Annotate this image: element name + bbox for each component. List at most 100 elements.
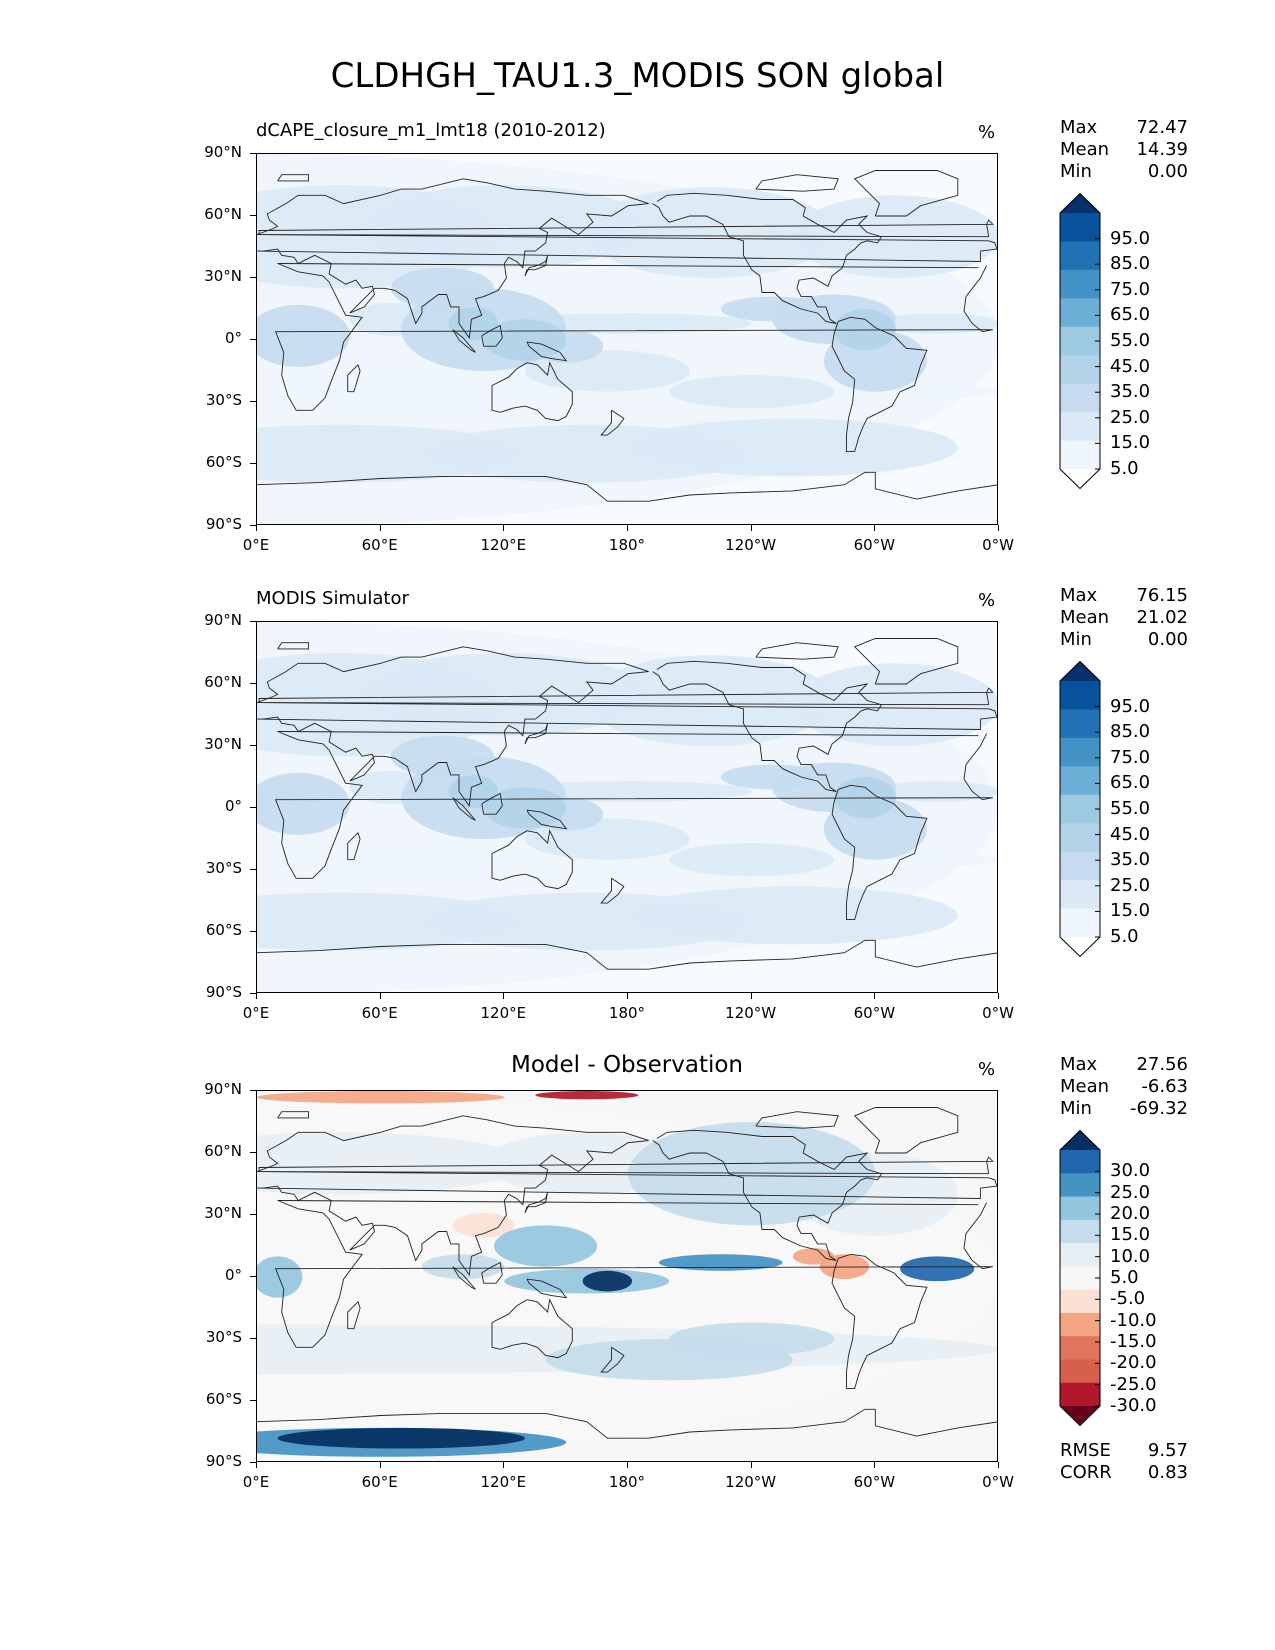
lat-tick-label: 60°N	[204, 205, 242, 223]
lat-tick	[250, 525, 256, 526]
lat-tick	[250, 993, 256, 994]
colorbar-segment	[1060, 298, 1100, 328]
colorbar-segment	[1060, 412, 1100, 442]
coastline	[257, 939, 997, 970]
contour-region	[658, 1254, 783, 1271]
stat-value: 0.83	[1147, 1462, 1188, 1483]
lon-tick-label: 0°E	[242, 1004, 270, 1022]
stat-label: Min	[1060, 1098, 1092, 1119]
panel-difference: Model - Observation% 90°N 60°N 30°N 0° 30°S 60…	[0, 1052, 1275, 1512]
coastline	[526, 1278, 568, 1299]
colorbar-segment	[1060, 1243, 1100, 1267]
contour-region	[586, 655, 835, 746]
colorbar-tick-label: 35.0	[1110, 849, 1151, 871]
lon-tick-label: 120°E	[480, 1004, 527, 1022]
lat-tick	[250, 807, 256, 808]
lat-tick	[250, 1276, 256, 1277]
contour-region	[586, 187, 835, 278]
stat-row: Max 76.15	[1060, 585, 1188, 607]
lat-tick	[250, 277, 256, 278]
coastline	[831, 1253, 928, 1390]
contour-region	[504, 781, 752, 802]
stat-label: Mean	[1060, 607, 1110, 628]
lat-tick	[250, 1090, 256, 1091]
stat-value: 14.39	[1136, 139, 1188, 160]
coastline	[452, 1266, 476, 1290]
colorbar-extend-max	[1060, 193, 1100, 213]
lat-tick-label: 90°N	[204, 1080, 242, 1098]
colorbar-segment	[1060, 681, 1100, 710]
contour-region	[669, 843, 835, 877]
stat-value: 72.47	[1136, 117, 1188, 138]
coastline	[526, 341, 568, 362]
contour-region	[421, 892, 752, 951]
coastline	[652, 192, 883, 324]
lat-tick	[250, 339, 256, 340]
coastline	[258, 219, 994, 238]
lon-tick	[750, 1462, 752, 1468]
lat-tick-label: 30°N	[204, 735, 242, 753]
lat-tick	[250, 745, 256, 746]
lon-tick-label: 120°W	[725, 1004, 777, 1022]
stat-row: Mean -6.63	[1060, 1076, 1188, 1098]
colorbar-segment	[1060, 1336, 1100, 1360]
coastline	[347, 363, 361, 393]
coastline	[481, 1261, 503, 1284]
lon-tick	[503, 525, 505, 531]
lon-tick	[750, 993, 752, 999]
lon-tick-label: 60°E	[361, 1004, 398, 1022]
coastline	[274, 731, 993, 879]
panel-title: Model - Observation	[510, 1052, 744, 1078]
lat-tick	[250, 1462, 256, 1463]
colorbar-tick-label: 65.0	[1110, 772, 1151, 794]
colorbar-segment	[1060, 269, 1100, 299]
contour-region	[421, 424, 752, 483]
colorbar-tick-label: -25.0	[1110, 1373, 1157, 1395]
colorbar-extend-max	[1060, 1130, 1100, 1150]
coastline	[853, 170, 959, 217]
colorbar-extend-max	[1060, 661, 1100, 681]
coastline	[491, 829, 573, 890]
lon-tick	[256, 525, 257, 531]
lon-tick-label: 180°	[608, 536, 646, 554]
colorbar	[1059, 193, 1101, 489]
colorbar-segment	[1060, 355, 1100, 385]
coastline	[274, 1200, 993, 1348]
contour-region	[483, 787, 567, 829]
coastline	[652, 660, 883, 792]
lon-tick-label: 180°	[608, 1473, 646, 1491]
panel-title: MODIS Simulator	[256, 588, 409, 609]
coastline	[257, 646, 997, 808]
colorbar-tick-label: 20.0	[1110, 1203, 1151, 1224]
lon-tick	[627, 525, 628, 531]
lon-tick-label: 180°	[608, 1004, 646, 1022]
lat-tick-label: 30°S	[205, 859, 242, 877]
coastline	[452, 329, 476, 353]
lat-tick-label: 90°S	[205, 1452, 242, 1470]
lat-tick-label: 0°	[224, 329, 242, 347]
colorbar-tick-label: 5.0	[1110, 926, 1139, 947]
colorbar-extend-min	[1060, 937, 1100, 957]
contour-region	[448, 306, 499, 340]
lat-tick-label: 90°N	[204, 611, 242, 629]
stat-row: Max 72.47	[1060, 117, 1188, 139]
colorbar-segment	[1060, 326, 1100, 356]
lon-tick	[874, 1462, 876, 1468]
lon-tick-label: 120°W	[725, 1473, 777, 1491]
coastline	[481, 324, 503, 347]
coastline	[481, 792, 503, 815]
lat-tick-label: 30°S	[205, 391, 242, 409]
stat-row: Mean 21.02	[1060, 607, 1188, 629]
contour-region	[448, 774, 499, 808]
lon-tick	[627, 1462, 628, 1468]
stats-block: Max 27.56 Mean -6.63 Min -69.32	[1060, 1054, 1188, 1120]
lat-tick-label: 60°S	[205, 921, 242, 939]
lon-tick	[874, 525, 876, 531]
panel-title: dCAPE_closure_m1_lmt18 (2010-2012)	[256, 120, 606, 141]
units-label: %	[978, 590, 996, 611]
colorbar-tick-label: 45.0	[1110, 355, 1151, 377]
stat-label: CORR	[1060, 1462, 1112, 1483]
lat-tick	[250, 1152, 256, 1153]
colorbar-segment	[1060, 794, 1100, 824]
colorbar-segment	[1060, 880, 1100, 910]
